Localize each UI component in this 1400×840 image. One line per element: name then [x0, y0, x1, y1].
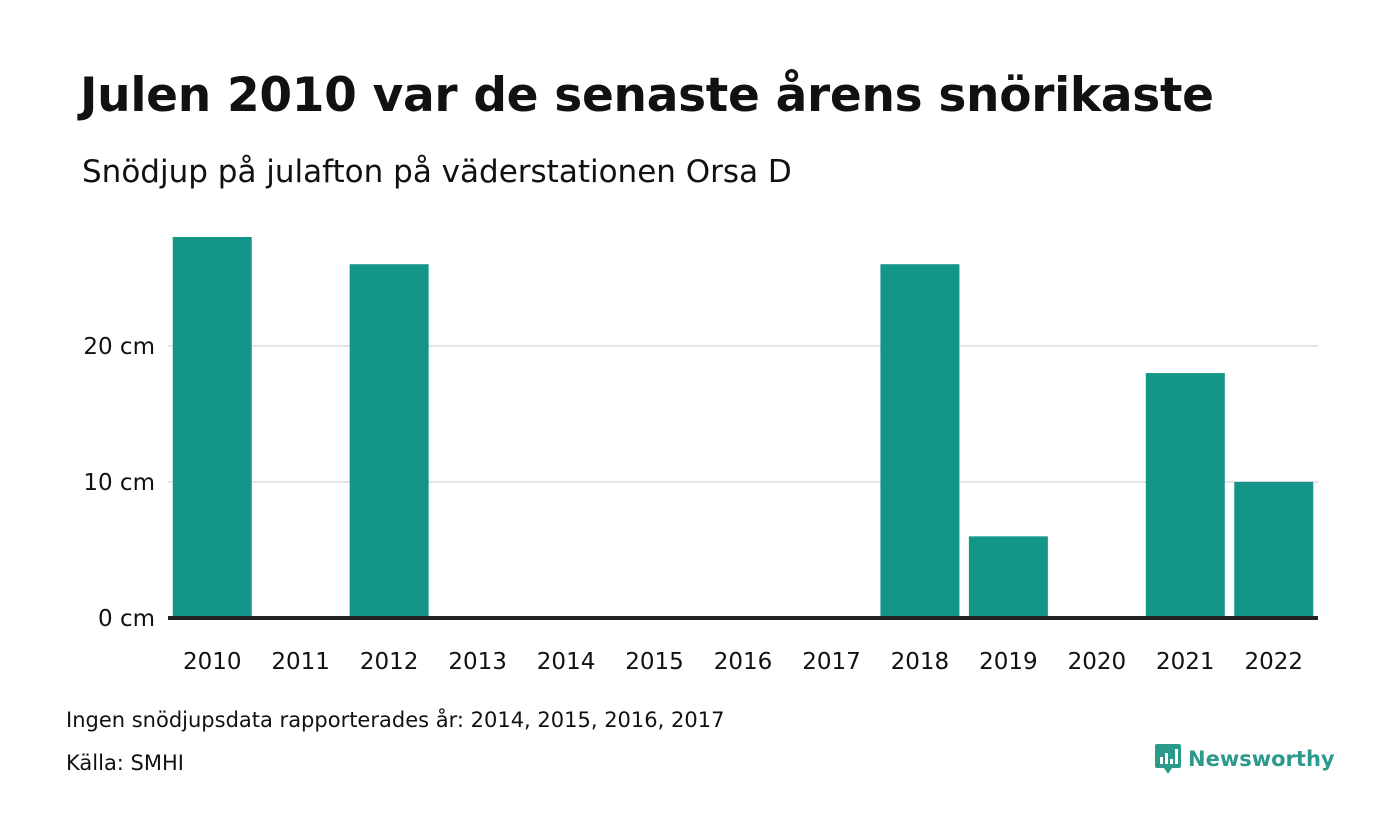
bar-2018	[880, 264, 960, 618]
x-tick-label-2018: 2018	[891, 649, 950, 675]
bars	[172, 237, 1314, 618]
x-tick-label-2022: 2022	[1244, 649, 1303, 675]
x-tick-label-2015: 2015	[625, 649, 684, 675]
bar-2021	[1145, 373, 1225, 618]
x-tick-label-2014: 2014	[537, 649, 596, 675]
y-axis-tick-labels: 0 cm 10 cm 20 cm	[83, 334, 155, 632]
x-tick-label-2016: 2016	[714, 649, 773, 675]
bar-2012	[349, 264, 429, 618]
x-tick-label-2010: 2010	[183, 649, 242, 675]
y-tick-label: 10 cm	[83, 470, 155, 496]
y-tick-label: 0 cm	[98, 606, 155, 632]
y-tick-label: 20 cm	[83, 334, 155, 360]
x-tick-label-2011: 2011	[271, 649, 330, 675]
chart-subtitle: Snödjup på julafton på väderstationen Or…	[82, 154, 792, 190]
source-label: Källa: SMHI	[66, 751, 184, 775]
chart-title: Julen 2010 var de senaste årens snörikas…	[80, 68, 1214, 123]
newsworthy-logo-icon	[1155, 744, 1181, 774]
x-tick-label-2020: 2020	[1068, 649, 1127, 675]
x-tick-label-2012: 2012	[360, 649, 419, 675]
x-axis-tick-labels: 2010 2011 2012 2013 2014 2015 2016 2017 2018 2019…	[183, 649, 1303, 675]
bar-2019	[968, 536, 1048, 618]
x-tick-label-2017: 2017	[802, 649, 861, 675]
brand-name: Newsworthy	[1188, 747, 1335, 771]
bar-2022	[1234, 481, 1314, 618]
brand-logo: Newsworthy	[1155, 744, 1335, 774]
bar-2010	[172, 237, 252, 618]
x-tick-label-2021: 2021	[1156, 649, 1215, 675]
gridlines	[168, 344, 1318, 483]
x-tick-label-2019: 2019	[979, 649, 1038, 675]
missing-data-note: Ingen snödjupsdata rapporterades år: 201…	[66, 708, 725, 732]
x-tick-label-2013: 2013	[448, 649, 507, 675]
